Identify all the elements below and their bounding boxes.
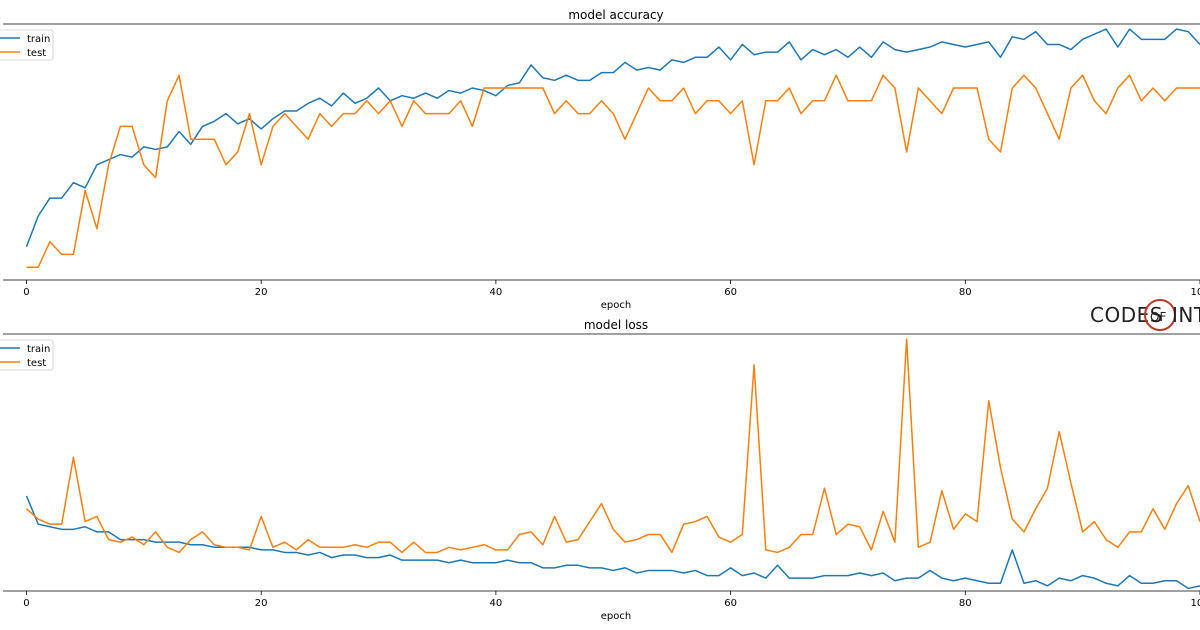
loss-xtick-label: 80 <box>959 598 972 609</box>
loss-train-line <box>25 495 1200 590</box>
loss-test-line <box>25 338 1200 554</box>
accuracy-panel: model accuracy epoch 0 20 40 60 80 100 train … <box>0 8 1200 311</box>
watermark-logo: CODES OF INTE <box>1090 299 1200 331</box>
loss-xtick-label: 40 <box>490 598 503 609</box>
loss-legend-train-label: train <box>27 344 50 355</box>
accuracy-xtick-label: 40 <box>490 287 503 298</box>
accuracy-train-line <box>25 28 1200 247</box>
loss-xlabel: epoch <box>601 611 631 622</box>
watermark-text-right: INTE <box>1172 303 1200 327</box>
accuracy-title: model accuracy <box>568 8 663 22</box>
loss-xtick-label: 100 <box>1190 598 1200 609</box>
loss-legend-test-label: test <box>27 358 46 369</box>
loss-xtick-label: 0 <box>23 598 29 609</box>
loss-xtick-label: 20 <box>255 598 268 609</box>
accuracy-xlabel: epoch <box>601 300 631 311</box>
accuracy-legend: train test <box>0 29 54 61</box>
loss-panel: model loss epoch 0 20 40 60 80 100 train test <box>0 318 1200 622</box>
accuracy-xtick-label: 20 <box>255 287 268 298</box>
accuracy-test-line <box>26 74 1200 268</box>
loss-title: model loss <box>584 318 648 332</box>
watermark-ring <box>1144 299 1176 331</box>
loss-xtick-label: 60 <box>724 598 737 609</box>
watermark-text-left: CODES <box>1090 303 1163 327</box>
loss-legend: train test <box>0 339 54 371</box>
accuracy-xtick-label: 100 <box>1190 287 1200 298</box>
accuracy-legend-test-label: test <box>27 48 46 59</box>
watermark-text-mid: OF <box>1150 310 1166 324</box>
accuracy-legend-train-label: train <box>27 34 50 45</box>
accuracy-xtick-label: 60 <box>724 287 737 298</box>
accuracy-xtick-label: 80 <box>959 287 972 298</box>
accuracy-xtick-label: 0 <box>23 287 29 298</box>
